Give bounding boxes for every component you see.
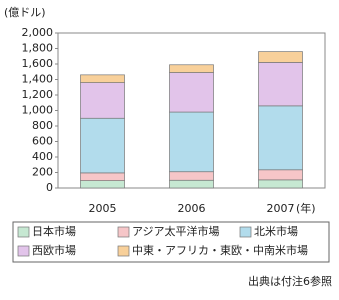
legend-swatch — [239, 226, 252, 238]
x-tick-label: 2006 — [178, 202, 206, 215]
y-tick-label: 1,600 — [22, 57, 54, 70]
x-tick-label: 2005 — [89, 202, 117, 215]
bar-segment — [258, 62, 303, 107]
y-tick-label: 1,000 — [22, 104, 54, 117]
legend-label: 日本市場 — [32, 224, 76, 238]
y-tick-label: 0 — [46, 181, 53, 194]
bar-segment — [169, 64, 214, 73]
y-tick-label: 600 — [32, 135, 53, 148]
legend-label: 北米市場 — [254, 224, 298, 238]
y-tick-label: 400 — [32, 150, 53, 163]
y-tick-label: 1,200 — [22, 88, 54, 101]
bar-segment — [258, 179, 303, 189]
source-note: 出典は付注6参照 — [248, 274, 332, 288]
bar-segment — [80, 74, 125, 83]
bar-segment — [80, 82, 125, 119]
x-tick-label: 2007 — [267, 202, 295, 215]
legend-swatch — [117, 226, 130, 238]
legend-box — [12, 221, 330, 263]
x-axis-label: (年) — [296, 201, 316, 215]
legend-swatch — [17, 245, 30, 257]
bar-segment — [80, 180, 125, 189]
bar-segment — [258, 169, 303, 181]
bar-segment — [169, 179, 214, 189]
bar-segment — [80, 117, 125, 174]
bar-segment — [169, 171, 214, 181]
y-tick-label: 1,800 — [22, 42, 54, 55]
y-tick-label: 1,400 — [22, 73, 54, 86]
legend-label: 中東・アフリカ・東欧・中南米市場 — [132, 243, 308, 257]
bar-segment — [169, 111, 214, 173]
bar-segment — [258, 51, 303, 63]
legend-label: アジア太平洋市場 — [132, 224, 220, 238]
bar-segment — [169, 72, 214, 113]
legend-swatch — [17, 226, 30, 238]
y-tick-label: 800 — [32, 119, 53, 132]
legend-swatch — [117, 245, 130, 257]
bar-segment — [80, 172, 125, 181]
y-tick-label: 200 — [32, 166, 53, 179]
bar-segment — [258, 105, 303, 171]
y-axis-label: (億ドル) — [4, 6, 46, 19]
y-tick-label: 2,000 — [22, 26, 54, 39]
legend-label: 西欧市場 — [32, 243, 76, 257]
